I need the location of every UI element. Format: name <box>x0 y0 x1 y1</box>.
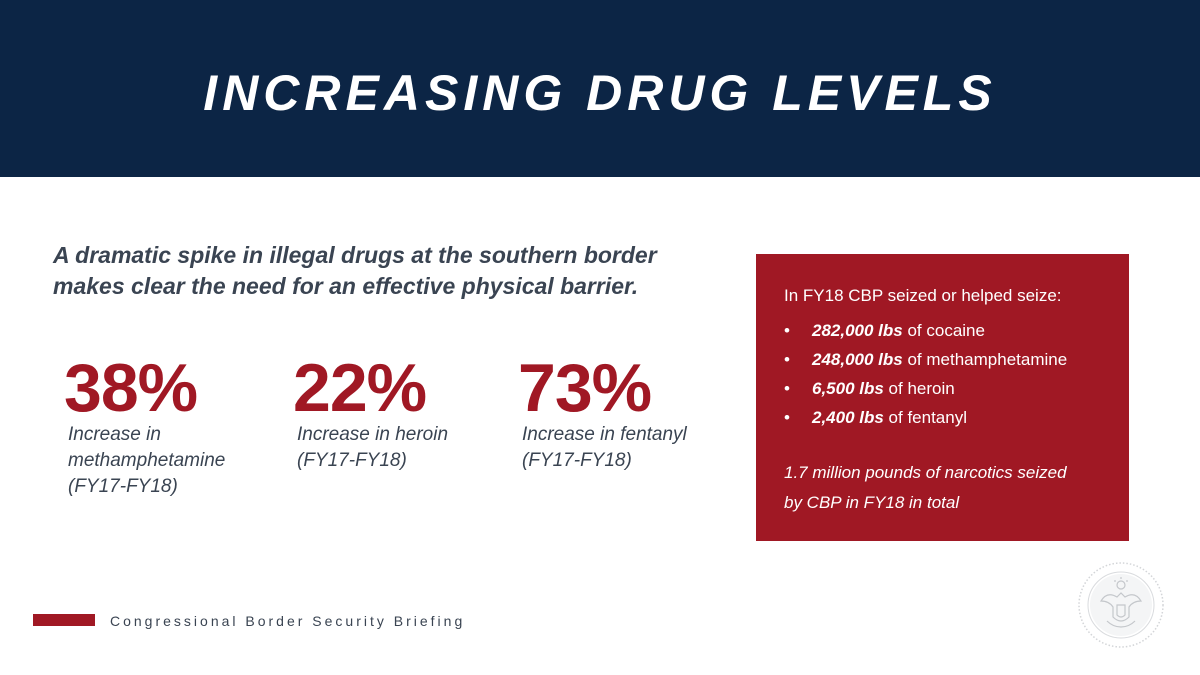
lead-statement: A dramatic spike in illegal drugs at the… <box>53 240 693 302</box>
list-item: • 2,400 lbs of fentanyl <box>784 403 1101 432</box>
stat-description: Increase in methamphetamine (FY17-FY18) <box>64 422 268 500</box>
seizure-substance: of heroin <box>883 379 955 398</box>
stat-desc-line: Increase in heroin <box>297 424 449 445</box>
footer-accent-bar <box>33 614 95 626</box>
seizure-amount: 2,400 lbs <box>812 408 884 427</box>
seizure-amount: 6,500 lbs <box>812 379 884 398</box>
lead-line-2: makes clear the need for an effective ph… <box>53 273 639 299</box>
stat-desc-line: (FY17-FY18) <box>297 450 407 471</box>
stat-value: 22% <box>293 350 427 426</box>
stat-desc-line: methamphetamine <box>68 450 226 471</box>
total-line: by CBP in FY18 in total <box>784 493 960 512</box>
stat-methamphetamine: 38% Increase in methamphetamine (FY17-FY… <box>64 350 268 500</box>
seizure-amount: 282,000 lbs <box>812 321 903 340</box>
seizure-substance: of methamphetamine <box>902 350 1068 369</box>
seizure-substance: of cocaine <box>902 321 985 340</box>
seizure-amount: 248,000 lbs <box>812 350 903 369</box>
stat-fentanyl: 73% Increase in fentanyl (FY17-FY18) <box>518 350 722 474</box>
bullet-icon: • <box>784 350 790 369</box>
total-line: 1.7 million pounds of narcotics seized <box>784 463 1067 482</box>
list-item: • 282,000 lbs of cocaine <box>784 316 1101 345</box>
stat-value: 38% <box>64 350 198 426</box>
seizure-substance: of fentanyl <box>883 408 967 427</box>
stat-desc-line: Increase in fentanyl <box>522 424 687 445</box>
panel-intro: In FY18 CBP seized or helped seize: <box>784 286 1062 305</box>
list-item: • 248,000 lbs of methamphetamine <box>784 345 1101 374</box>
seizure-total: 1.7 million pounds of narcotics seized b… <box>784 458 1101 518</box>
header-banner: INCREASING DRUG LEVELS <box>0 0 1200 177</box>
stat-description: Increase in fentanyl (FY17-FY18) <box>518 422 722 474</box>
seizure-list: • 282,000 lbs of cocaine • 248,000 lbs of … <box>784 316 1101 432</box>
lead-line-1: A dramatic spike in illegal drugs at the… <box>53 242 657 268</box>
bullet-icon: • <box>784 321 790 340</box>
stat-description: Increase in heroin (FY17-FY18) <box>293 422 497 474</box>
stat-desc-line: (FY17-FY18) <box>68 476 178 497</box>
footer-caption: Congressional Border Security Briefing <box>110 613 466 629</box>
stat-value: 73% <box>518 350 652 426</box>
list-item: • 6,500 lbs of heroin <box>784 374 1101 403</box>
bullet-icon: • <box>784 408 790 427</box>
stat-desc-line: Increase in <box>68 424 161 445</box>
stat-heroin: 22% Increase in heroin (FY17-FY18) <box>293 350 497 474</box>
seizure-panel: In FY18 CBP seized or helped seize: • 282… <box>756 254 1129 541</box>
page-title: INCREASING DRUG LEVELS <box>203 64 997 121</box>
presidential-seal-icon <box>1078 562 1164 648</box>
stat-desc-line: (FY17-FY18) <box>522 450 632 471</box>
bullet-icon: • <box>784 379 790 398</box>
